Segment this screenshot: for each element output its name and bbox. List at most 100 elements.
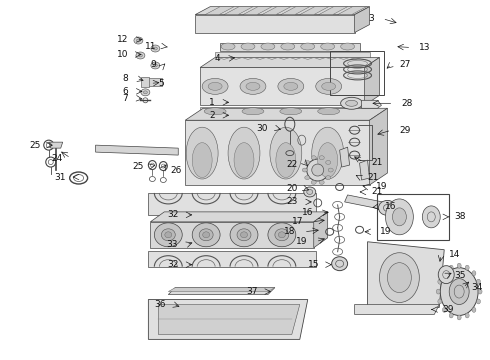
Ellipse shape <box>208 82 222 90</box>
Bar <box>377 194 449 240</box>
Polygon shape <box>49 142 63 148</box>
Ellipse shape <box>465 265 469 270</box>
Polygon shape <box>142 77 149 87</box>
Polygon shape <box>148 193 316 215</box>
Text: 20: 20 <box>287 184 298 193</box>
Ellipse shape <box>192 143 212 177</box>
Text: 7: 7 <box>122 94 128 103</box>
Ellipse shape <box>186 127 218 179</box>
Polygon shape <box>150 212 328 222</box>
Text: 34: 34 <box>471 283 483 292</box>
Text: 18: 18 <box>284 227 296 236</box>
Ellipse shape <box>322 82 336 90</box>
Polygon shape <box>195 15 355 32</box>
Text: 39: 39 <box>442 305 454 314</box>
Text: 23: 23 <box>287 197 298 206</box>
Polygon shape <box>185 120 369 185</box>
Polygon shape <box>262 7 291 15</box>
Text: 14: 14 <box>449 250 461 259</box>
Text: 22: 22 <box>287 159 298 168</box>
Ellipse shape <box>457 315 461 320</box>
Ellipse shape <box>153 47 157 50</box>
Text: 13: 13 <box>419 43 431 52</box>
Text: 32: 32 <box>167 260 178 269</box>
Ellipse shape <box>275 229 289 241</box>
Ellipse shape <box>321 43 335 50</box>
Text: 2: 2 <box>210 111 215 120</box>
Ellipse shape <box>326 176 331 180</box>
Ellipse shape <box>311 156 316 160</box>
Text: 27: 27 <box>399 60 411 69</box>
Text: 38: 38 <box>454 212 466 221</box>
Text: 15: 15 <box>308 260 319 269</box>
Ellipse shape <box>230 223 258 247</box>
Ellipse shape <box>268 223 296 247</box>
Polygon shape <box>368 242 444 307</box>
Polygon shape <box>205 7 234 15</box>
Ellipse shape <box>326 161 331 165</box>
Ellipse shape <box>440 268 478 315</box>
Polygon shape <box>300 7 329 15</box>
Polygon shape <box>365 58 379 105</box>
Text: 29: 29 <box>399 126 411 135</box>
Ellipse shape <box>305 161 310 165</box>
Polygon shape <box>168 288 275 292</box>
Ellipse shape <box>476 299 481 304</box>
Text: 17: 17 <box>292 217 304 226</box>
Ellipse shape <box>318 143 338 177</box>
Text: 9: 9 <box>150 60 156 69</box>
Ellipse shape <box>319 180 324 184</box>
Ellipse shape <box>151 45 160 52</box>
Ellipse shape <box>202 78 228 94</box>
Ellipse shape <box>136 52 145 59</box>
Polygon shape <box>200 67 365 105</box>
Ellipse shape <box>237 229 251 241</box>
Text: 1: 1 <box>209 98 215 107</box>
Ellipse shape <box>302 168 307 172</box>
Ellipse shape <box>436 289 440 294</box>
Text: 12: 12 <box>117 35 128 44</box>
Ellipse shape <box>204 108 226 115</box>
Text: 3: 3 <box>369 14 374 23</box>
Ellipse shape <box>192 223 220 247</box>
Ellipse shape <box>270 127 302 179</box>
Ellipse shape <box>304 187 316 197</box>
Ellipse shape <box>305 176 310 180</box>
Ellipse shape <box>154 223 182 247</box>
Ellipse shape <box>301 43 315 50</box>
Text: 8: 8 <box>122 74 128 83</box>
Ellipse shape <box>144 91 147 94</box>
Polygon shape <box>220 42 360 50</box>
Polygon shape <box>355 305 439 315</box>
Ellipse shape <box>328 168 333 172</box>
Ellipse shape <box>199 229 213 241</box>
Polygon shape <box>362 100 382 108</box>
Polygon shape <box>96 145 178 155</box>
Polygon shape <box>200 107 365 115</box>
Ellipse shape <box>378 201 396 215</box>
Ellipse shape <box>242 108 264 115</box>
Text: 25: 25 <box>29 141 41 150</box>
Text: 21: 21 <box>368 172 379 181</box>
Ellipse shape <box>280 108 302 115</box>
Ellipse shape <box>312 164 324 176</box>
Polygon shape <box>318 7 347 15</box>
Ellipse shape <box>476 279 481 284</box>
Text: 4: 4 <box>215 54 220 63</box>
Ellipse shape <box>138 54 143 57</box>
Ellipse shape <box>312 127 343 179</box>
Polygon shape <box>314 212 328 248</box>
Text: 19: 19 <box>296 237 308 246</box>
Ellipse shape <box>332 257 347 271</box>
Ellipse shape <box>465 313 469 318</box>
Ellipse shape <box>341 43 355 50</box>
Text: 11: 11 <box>145 42 156 51</box>
Ellipse shape <box>276 143 296 177</box>
Text: 26: 26 <box>171 166 182 175</box>
Text: 37: 37 <box>246 287 258 296</box>
Text: 30: 30 <box>256 124 268 133</box>
Text: 19: 19 <box>379 227 391 236</box>
Ellipse shape <box>449 313 453 318</box>
Polygon shape <box>340 147 349 167</box>
Polygon shape <box>355 7 369 32</box>
